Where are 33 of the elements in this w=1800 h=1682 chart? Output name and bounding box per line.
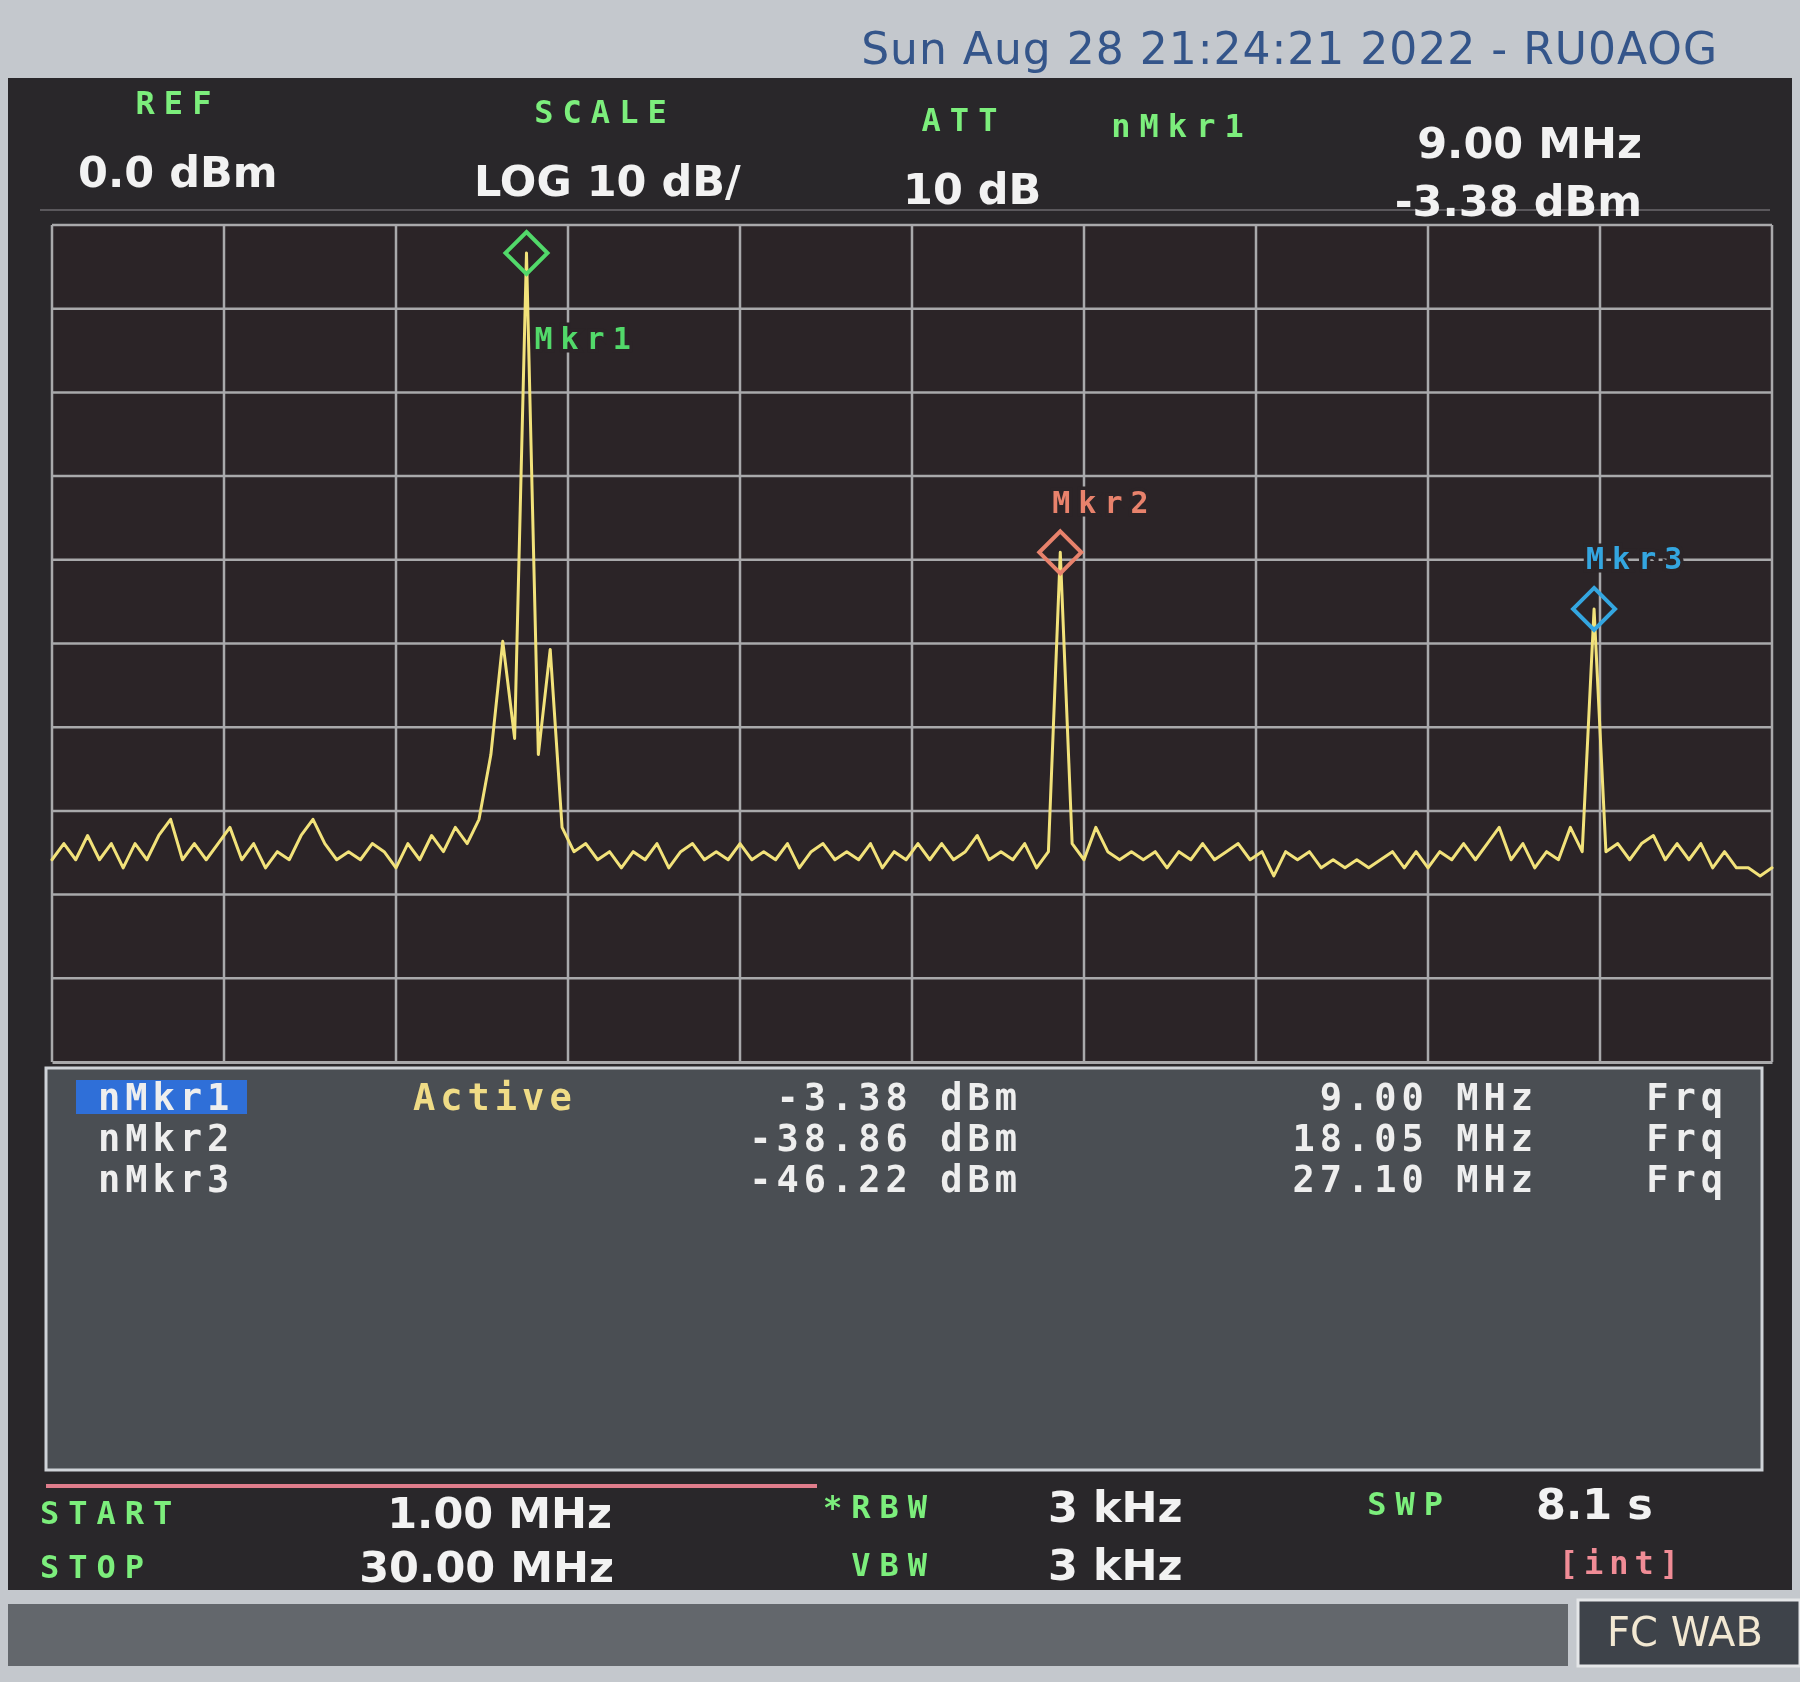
text: ATT: [921, 101, 1007, 139]
text: -46.22 dBm: [749, 1157, 1022, 1201]
text: 10 dB: [903, 164, 1042, 214]
text: -38.86 dBm: [749, 1116, 1022, 1160]
text: 3 kHz: [1048, 1540, 1183, 1590]
text: Frq: [1646, 1075, 1728, 1119]
text: 8.1 s: [1536, 1479, 1653, 1529]
text: 0.0 dBm: [78, 147, 278, 197]
text: nMkr3: [98, 1157, 235, 1201]
text: 9.00 MHz: [1319, 1075, 1538, 1119]
text: nMkr2: [98, 1116, 235, 1160]
text: 1.00 MHz: [387, 1488, 612, 1538]
text: STOP: [40, 1548, 154, 1586]
text: nMkr1: [98, 1075, 235, 1119]
chart-title: Sun Aug 28 21:24:21 2022 - RU0AOG: [861, 22, 1718, 74]
text: VBW: [851, 1546, 936, 1584]
text: REF: [135, 84, 221, 122]
text: 18.05 MHz: [1292, 1116, 1538, 1160]
text: 9.00 MHz: [1417, 118, 1642, 168]
text: START: [40, 1494, 182, 1532]
text: SCALE: [534, 93, 676, 131]
text: LOG 10 dB/: [474, 156, 742, 206]
text: nMkr1: [1111, 107, 1253, 145]
text: Active: [413, 1075, 577, 1119]
text: SWP: [1367, 1485, 1452, 1523]
text: 3 kHz: [1048, 1482, 1183, 1532]
text: 30.00 MHz: [359, 1542, 614, 1592]
text: [int]: [1558, 1544, 1685, 1582]
text: *RBW: [822, 1488, 936, 1526]
text: 27.10 MHz: [1292, 1157, 1538, 1201]
text: -3.38 dBm: [1394, 176, 1642, 226]
text: FC WAB: [1607, 1609, 1763, 1655]
text: -3.38 dBm: [776, 1075, 1022, 1119]
